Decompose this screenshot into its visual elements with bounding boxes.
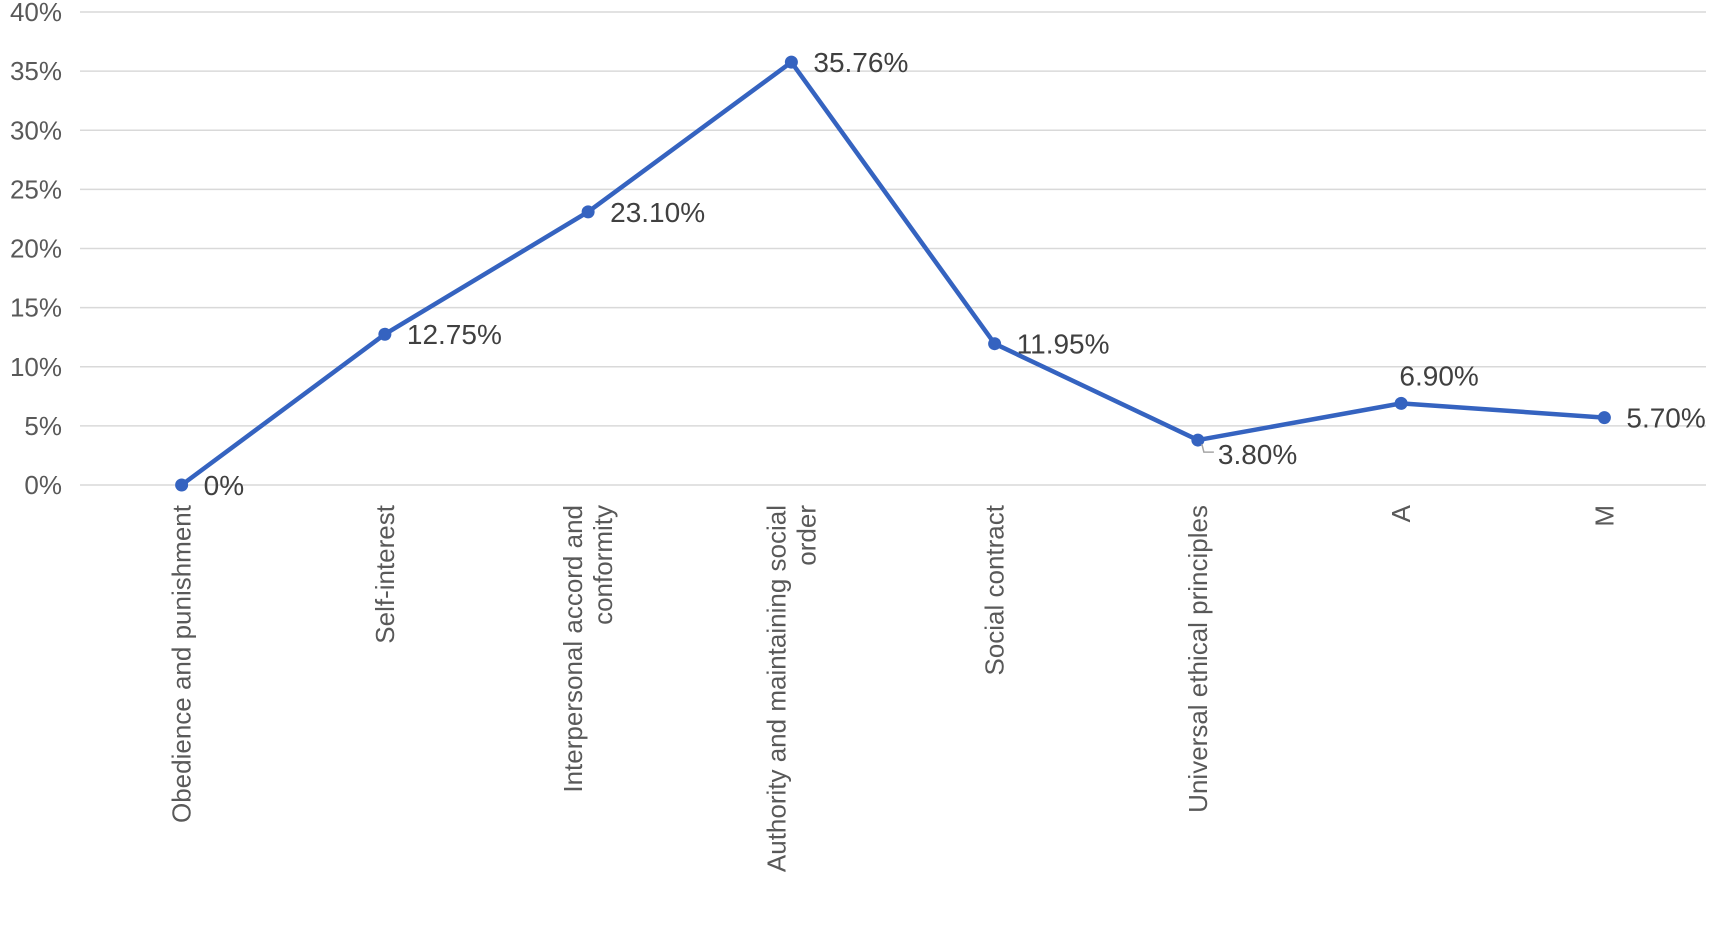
x-category-label-line: A: [1386, 504, 1416, 522]
data-point: [1191, 433, 1205, 447]
y-axis-tick-labels: 0% 5% 10% 15% 20% 25% 30% 35% 40%: [10, 0, 62, 500]
data-label: 6.90%: [1399, 360, 1478, 391]
x-category-label: Obedience and punishment: [167, 504, 197, 823]
x-category-label: Universal ethical principles: [1183, 505, 1213, 813]
y-tick-label: 5%: [24, 411, 62, 441]
x-category-label: Social contract: [980, 504, 1010, 675]
x-category-label: M: [1589, 505, 1619, 527]
y-tick-label: 10%: [10, 352, 62, 382]
series-line-group: [175, 55, 1611, 492]
y-tick-label: 40%: [10, 0, 62, 27]
gridlines: [80, 11, 1706, 486]
data-label: 11.95%: [1017, 329, 1110, 360]
data-point: [988, 337, 1002, 351]
x-category-label-line: M: [1589, 505, 1619, 527]
y-tick-label: 0%: [24, 470, 62, 500]
data-label: 0%: [204, 470, 244, 501]
y-tick-label: 20%: [10, 234, 62, 264]
data-label-leader: [1201, 443, 1214, 453]
x-category-label-line: conformity: [588, 505, 618, 625]
x-category-label: Authority and maintaining social order: [761, 505, 821, 872]
data-point: [378, 327, 392, 341]
data-point: [581, 205, 595, 219]
data-label: 3.80%: [1218, 439, 1297, 470]
x-category-label-line: Self-interest: [370, 504, 400, 643]
x-category-label-line: Obedience and punishment: [167, 504, 197, 823]
y-tick-label: 25%: [10, 174, 62, 204]
data-point: [1597, 411, 1611, 425]
data-point: [175, 478, 189, 492]
data-label: 35.76%: [813, 47, 908, 78]
y-tick-label: 35%: [10, 56, 62, 86]
data-label: 5.70%: [1626, 403, 1705, 434]
y-tick-label: 30%: [10, 115, 62, 145]
data-point: [784, 55, 798, 69]
x-category-label: Interpersonal accord and conformity: [558, 505, 618, 793]
x-category-label: Self-interest: [370, 504, 400, 643]
data-label: 12.75%: [407, 319, 502, 350]
data-point: [1394, 396, 1408, 410]
x-category-label-line: Authority and maintaining social: [761, 505, 791, 872]
x-category-label-line: Social contract: [980, 504, 1010, 675]
x-category-label-line: order: [791, 505, 821, 566]
series-line: [179, 59, 1607, 488]
x-category-label: A: [1386, 504, 1416, 522]
x-category-label-line: Universal ethical principles: [1183, 505, 1213, 813]
y-tick-label: 15%: [10, 293, 62, 323]
x-category-label-line: Interpersonal accord and: [558, 505, 588, 793]
x-axis-category-labels: Obedience and punishment Self-interest Int…: [167, 504, 1620, 872]
data-label: 23.10%: [610, 197, 705, 228]
data-labels: 0% 12.75% 23.10% 35.76% 11.95% 3.80% 6.90% 5.70…: [204, 47, 1706, 501]
